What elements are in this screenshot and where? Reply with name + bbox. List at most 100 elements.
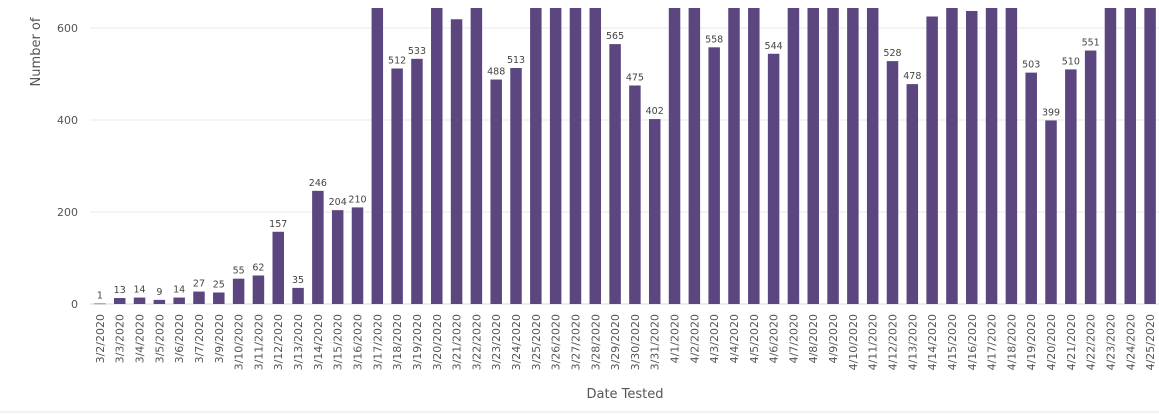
data-label: 246 xyxy=(309,178,327,189)
bar xyxy=(847,8,859,304)
x-tick-label: 3/14/2020 xyxy=(312,314,325,370)
x-tick-label: 3/20/2020 xyxy=(431,314,444,370)
bar xyxy=(589,8,602,304)
bar xyxy=(708,47,720,304)
bar xyxy=(966,10,978,304)
x-tick-label: 4/7/2020 xyxy=(787,314,800,363)
x-tick-label: 3/18/2020 xyxy=(391,314,404,370)
bar xyxy=(807,8,819,304)
x-tick-label: 3/7/2020 xyxy=(193,314,206,363)
x-tick-label: 3/2/2020 xyxy=(94,314,107,363)
x-tick-label: 4/24/2020 xyxy=(1124,314,1137,370)
tick-labels: 0 200 400 600 3/2/2020 3/3/2020 3/4/2020 3/5/20… xyxy=(57,22,1157,370)
bar xyxy=(926,16,938,304)
bar xyxy=(530,8,542,304)
data-label: 512 xyxy=(388,55,406,66)
x-tick-label: 4/23/2020 xyxy=(1104,314,1117,370)
x-tick-label: 3/27/2020 xyxy=(569,314,582,370)
bar xyxy=(470,8,483,304)
bar xyxy=(1065,69,1077,305)
bar xyxy=(232,278,245,304)
bar xyxy=(351,207,364,304)
bar xyxy=(629,85,641,304)
x-tick-label: 3/21/2020 xyxy=(451,314,464,370)
bar xyxy=(748,8,760,304)
data-label: 204 xyxy=(329,197,347,208)
bar xyxy=(272,231,284,304)
x-tick-label: 4/11/2020 xyxy=(867,314,880,370)
data-label: 533 xyxy=(408,46,426,57)
bar xyxy=(906,84,919,305)
data-label: 157 xyxy=(269,219,287,230)
x-tick-label: 4/14/2020 xyxy=(926,314,939,370)
data-label: 14 xyxy=(173,285,185,296)
data-label: 402 xyxy=(646,106,664,117)
data-label: 62 xyxy=(252,262,264,273)
x-tick-label: 3/24/2020 xyxy=(510,314,523,370)
bar xyxy=(411,58,423,304)
bar xyxy=(371,8,384,304)
bar xyxy=(668,8,681,304)
bar xyxy=(688,8,701,304)
gridlines xyxy=(90,27,1159,305)
bar xyxy=(648,119,661,304)
bar xyxy=(391,68,403,304)
bar xyxy=(827,8,839,304)
x-tick-label: 4/9/2020 xyxy=(827,314,840,363)
x-tick-label: 3/13/2020 xyxy=(292,314,305,370)
bar xyxy=(213,292,225,304)
bar xyxy=(1025,72,1037,305)
bar xyxy=(1045,120,1057,305)
x-tick-label: 4/25/2020 xyxy=(1144,314,1157,370)
x-tick-label: 4/5/2020 xyxy=(748,314,761,363)
bar xyxy=(1144,8,1156,304)
x-tick-label: 3/22/2020 xyxy=(470,314,483,370)
bar xyxy=(569,8,582,304)
data-label: 27 xyxy=(193,279,205,290)
x-tick-label: 3/9/2020 xyxy=(213,314,226,363)
data-label: 9 xyxy=(156,287,162,298)
bar xyxy=(1124,8,1137,304)
x-tick-label: 3/30/2020 xyxy=(629,314,642,370)
bar xyxy=(193,291,205,304)
x-tick-label: 4/22/2020 xyxy=(1085,314,1098,370)
data-label: 544 xyxy=(765,41,783,52)
bar xyxy=(946,8,958,304)
x-tick-label: 4/18/2020 xyxy=(1005,314,1018,370)
bar xyxy=(450,19,463,304)
x-tick-label: 3/15/2020 xyxy=(332,314,345,370)
y-axis-title: Number of xyxy=(29,17,44,86)
bar xyxy=(728,8,740,304)
bar xyxy=(331,210,344,304)
x-tick-label: 3/11/2020 xyxy=(252,314,265,370)
bar xyxy=(886,61,899,305)
bar xyxy=(252,275,265,304)
data-label: 1 xyxy=(97,291,103,302)
data-label: 528 xyxy=(883,48,901,59)
bar xyxy=(767,53,780,305)
data-label: 399 xyxy=(1042,107,1060,118)
x-tick-label: 3/5/2020 xyxy=(153,314,166,363)
bar xyxy=(94,303,106,305)
x-tick-label: 4/8/2020 xyxy=(807,314,820,363)
bar xyxy=(1084,50,1097,304)
x-tick-label: 3/28/2020 xyxy=(589,314,602,370)
x-tick-label: 3/12/2020 xyxy=(272,314,285,370)
data-label: 13 xyxy=(114,285,126,296)
y-tick-label: 400 xyxy=(57,114,78,127)
data-label: 35 xyxy=(292,275,304,286)
x-tick-label: 4/16/2020 xyxy=(966,314,979,370)
x-tick-label: 3/4/2020 xyxy=(134,314,147,363)
x-tick-label: 4/10/2020 xyxy=(847,314,860,370)
x-tick-label: 3/17/2020 xyxy=(371,314,384,370)
x-tick-label: 3/19/2020 xyxy=(411,314,424,370)
x-tick-label: 4/21/2020 xyxy=(1065,314,1078,370)
bar xyxy=(431,8,443,304)
bar xyxy=(292,287,304,304)
x-tick-label: 4/3/2020 xyxy=(708,314,721,363)
bar xyxy=(866,8,879,304)
bar xyxy=(312,190,324,304)
x-axis-title: Date Tested xyxy=(586,387,663,402)
x-tick-label: 3/16/2020 xyxy=(352,314,365,370)
